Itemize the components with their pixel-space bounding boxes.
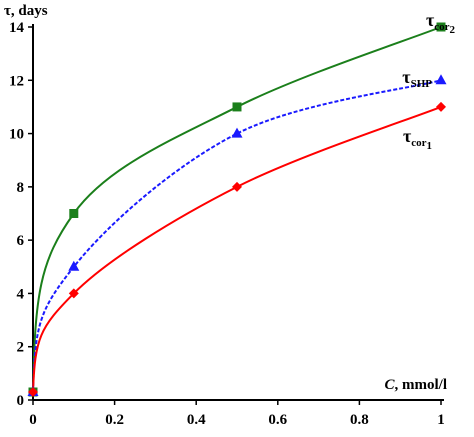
data-point-marker	[231, 127, 243, 138]
axes	[32, 24, 444, 401]
data-point-marker	[68, 260, 80, 271]
series-line	[32, 79, 442, 393]
data-point-marker	[28, 387, 38, 398]
x-tick-label: 0.8	[350, 412, 369, 428]
data-point-marker	[232, 102, 242, 112]
x-axis-title: C, mmol/l	[384, 377, 447, 393]
y-tick-label: 6	[17, 233, 25, 249]
series-line	[32, 105, 442, 393]
data-point-marker	[435, 74, 447, 85]
data-point-marker	[436, 101, 446, 112]
y-axis-title: τ, days	[4, 3, 48, 19]
x-axis-title-var: C	[384, 377, 395, 393]
y-tick-label: 10	[9, 127, 24, 143]
x-tick-label: 0.4	[187, 412, 206, 428]
series-labels: τcor2 τSHP τcor1	[402, 10, 455, 152]
data-point-marker	[232, 181, 242, 192]
ticks: 0 2 4 6 8 10 12 14 0 0.2 0.4 0.6 0.8 1	[9, 20, 445, 428]
y-tick-label: 14	[9, 20, 25, 36]
series-label: τcor1	[403, 126, 432, 152]
series-lines	[32, 26, 442, 393]
series-line	[32, 26, 442, 393]
y-tick-label: 8	[17, 180, 25, 196]
x-tick-label: 1	[437, 412, 445, 428]
series-label: τSHP	[402, 67, 432, 90]
y-tick-label: 0	[17, 393, 25, 409]
x-tick-label: 0.2	[105, 412, 124, 428]
series-markers	[27, 22, 447, 398]
x-axis-title-rest: , mmol/l	[395, 377, 448, 393]
data-point-marker	[436, 22, 446, 32]
y-tick-label: 4	[17, 286, 25, 302]
series-label: τcor2	[426, 10, 456, 36]
y-tick-label: 2	[17, 340, 25, 356]
data-point-marker	[69, 209, 79, 218]
y-tick-label: 12	[9, 73, 24, 89]
x-tick-label: 0.6	[268, 412, 287, 428]
data-point-marker	[68, 288, 79, 299]
x-tick-label: 0	[29, 412, 37, 428]
